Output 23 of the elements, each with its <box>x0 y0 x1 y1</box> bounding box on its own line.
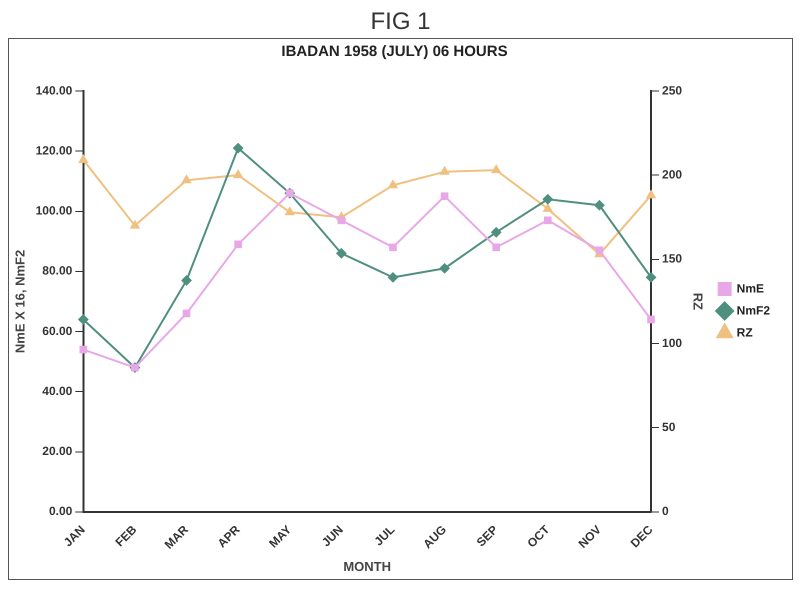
y-tick-label: 100.00 <box>36 204 73 218</box>
y-tick-label: 140.00 <box>36 83 73 98</box>
y2-tick-label: 100 <box>662 336 682 350</box>
x-tick-label: JUL <box>372 522 398 548</box>
legend-label: NmF2 <box>736 303 770 318</box>
y-tick-label: 60.00 <box>42 324 73 338</box>
y2-tick-label: 200 <box>662 167 682 182</box>
legend-label: RZ <box>736 325 753 340</box>
chart-title: IBADAN 1958 (JULY) 06 HOURS <box>281 43 508 60</box>
y2-tick-label: 150 <box>662 252 682 266</box>
caption: FIG 1 <box>369 8 432 36</box>
y-tick-label: 120.00 <box>36 143 73 158</box>
y-tick-label: 80.00 <box>42 264 73 278</box>
y-tick-label: 20.00 <box>42 444 73 458</box>
x-axis-title: MONTH <box>343 558 392 574</box>
y-tick-label: 40.00 <box>42 384 73 398</box>
y-axis-title: NmE X 16, NmF2 <box>12 250 28 354</box>
y2-tick-label: 0 <box>662 504 670 518</box>
legend-label: NmE <box>736 281 764 296</box>
y2-tick-label: 50 <box>662 420 676 434</box>
y2-axis-title: RZ <box>690 292 706 310</box>
y2-tick-label: 250 <box>662 83 682 98</box>
y-tick-label: 0.00 <box>48 504 73 518</box>
